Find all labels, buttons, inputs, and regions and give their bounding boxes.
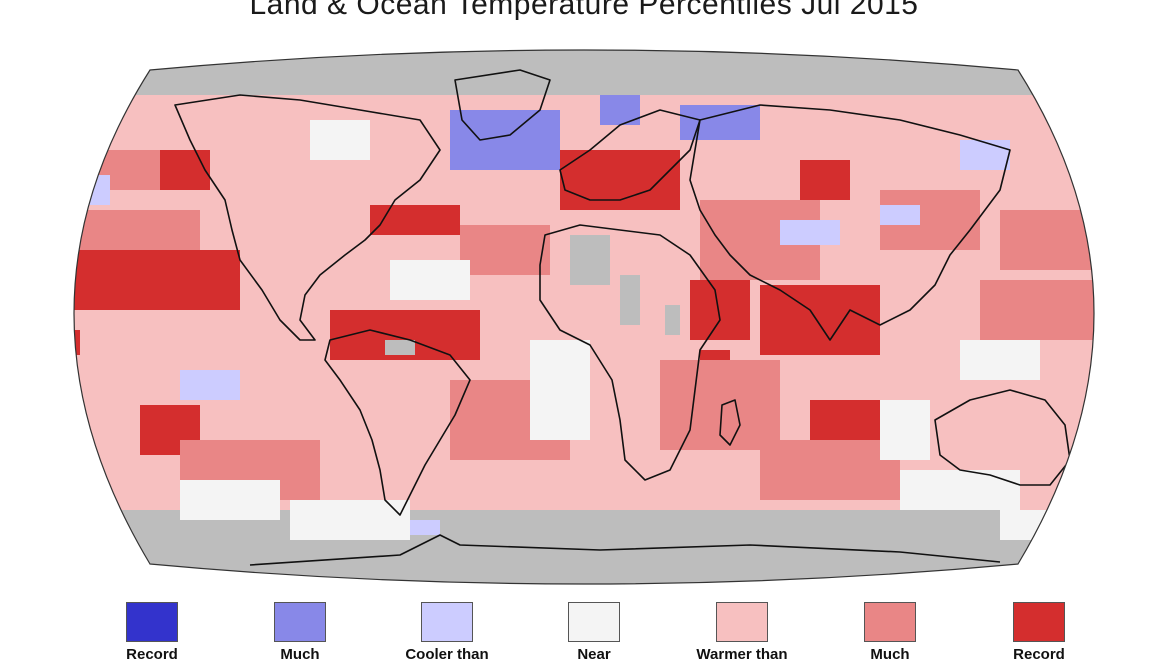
anomaly-cell-much-warmer bbox=[1000, 210, 1094, 270]
legend-label: Much bbox=[870, 646, 910, 663]
legend-item: Much bbox=[220, 602, 380, 663]
anomaly-cell-near-average bbox=[900, 470, 1020, 510]
anomaly-cell-missing bbox=[665, 305, 680, 335]
legend-swatch bbox=[568, 602, 620, 642]
legend-swatch bbox=[126, 602, 178, 642]
legend-label: Record bbox=[126, 646, 178, 663]
legend-swatch bbox=[1013, 602, 1065, 642]
asia-outline bbox=[689, 104, 1011, 341]
legend-label: Cooler than bbox=[405, 646, 489, 663]
anomaly-cell-record-warm bbox=[74, 250, 240, 310]
anomaly-cell-cooler bbox=[780, 220, 840, 245]
world-map bbox=[0, 49, 1160, 585]
anomaly-cell-record-warm bbox=[690, 280, 750, 340]
anomaly-cell-near-average bbox=[1000, 510, 1094, 540]
continent-outlines bbox=[174, 69, 1071, 566]
anomaly-cell-cooler bbox=[410, 520, 440, 535]
legend-swatch bbox=[864, 602, 916, 642]
anomaly-cell-much-warmer bbox=[760, 440, 900, 500]
globe bbox=[0, 50, 1160, 584]
anomaly-cell-record-warm bbox=[800, 160, 850, 200]
anomaly-cell-near-average bbox=[290, 500, 410, 540]
legend-item: Warmer than bbox=[662, 602, 822, 663]
anomaly-cell-near-average bbox=[1080, 160, 1094, 200]
legend-swatch bbox=[716, 602, 768, 642]
anomaly-cell-near-average bbox=[390, 260, 470, 300]
anomaly-cell-near-average bbox=[960, 340, 1040, 380]
greenland-outline bbox=[454, 69, 551, 141]
anomaly-cell-much-warmer bbox=[660, 360, 780, 450]
legend: Record Much Cooler than Near Warmer than Much… bbox=[0, 602, 1168, 663]
anomaly-cell-near-average bbox=[880, 400, 930, 460]
legend-item: Record bbox=[959, 602, 1119, 663]
anomaly-cell-record-warm bbox=[74, 330, 80, 355]
anomaly-cell-much-warmer bbox=[74, 210, 200, 250]
anomaly-cell-record-warm bbox=[760, 285, 880, 355]
anomaly-cell-missing bbox=[570, 235, 610, 285]
anomaly-cell-cooler bbox=[880, 205, 920, 225]
anomaly-cell-cooler bbox=[180, 370, 240, 400]
anomaly-cell-record-warm bbox=[1100, 330, 1160, 370]
anomaly-cell-much-warmer bbox=[460, 225, 550, 275]
antarctica-outline bbox=[249, 534, 1001, 566]
legend-item: Cooler than bbox=[367, 602, 527, 663]
anomaly-cell-missing bbox=[385, 340, 415, 355]
anomaly-cell-near-average bbox=[530, 340, 590, 440]
anomaly-cell-record-warm bbox=[560, 150, 680, 210]
anomaly-cell-much-warmer bbox=[980, 280, 1094, 340]
anomaly-cell-record-warm bbox=[370, 205, 460, 235]
legend-item: Near bbox=[514, 602, 674, 663]
legend-item: Record bbox=[72, 602, 232, 663]
legend-swatch bbox=[274, 602, 326, 642]
legend-label: Warmer than bbox=[696, 646, 788, 663]
europe-outline bbox=[559, 109, 701, 201]
south-america-outline bbox=[324, 329, 471, 516]
antarctic-missing bbox=[74, 510, 1094, 584]
globe-outline bbox=[73, 49, 1095, 585]
temperature-grid bbox=[0, 95, 1160, 540]
anomaly-cell-near-average bbox=[0, 370, 60, 450]
map-title: Land & Ocean Temperature Percentiles Jul… bbox=[249, 0, 919, 21]
anomaly-cell-cooler bbox=[74, 175, 110, 205]
legend-swatch bbox=[421, 602, 473, 642]
anomaly-cell-missing bbox=[620, 275, 640, 325]
anomaly-cell-near-average bbox=[310, 120, 370, 160]
africa-outline bbox=[539, 224, 721, 481]
north-america-outline bbox=[174, 94, 441, 341]
legend-label: Much bbox=[280, 646, 320, 663]
anomaly-cell-much-cooler bbox=[680, 105, 760, 140]
legend-label: Record bbox=[1013, 646, 1065, 663]
legend-item: Much bbox=[810, 602, 970, 663]
anomaly-cell-much-cooler bbox=[450, 110, 560, 170]
legend-label: Near bbox=[577, 646, 611, 663]
anomaly-cell-near-average bbox=[0, 120, 40, 160]
anomaly-cell-cooler bbox=[960, 140, 1010, 170]
anomaly-cell-near-average bbox=[180, 480, 280, 520]
madagascar-outline bbox=[719, 399, 741, 446]
australia-outline bbox=[934, 389, 1071, 486]
